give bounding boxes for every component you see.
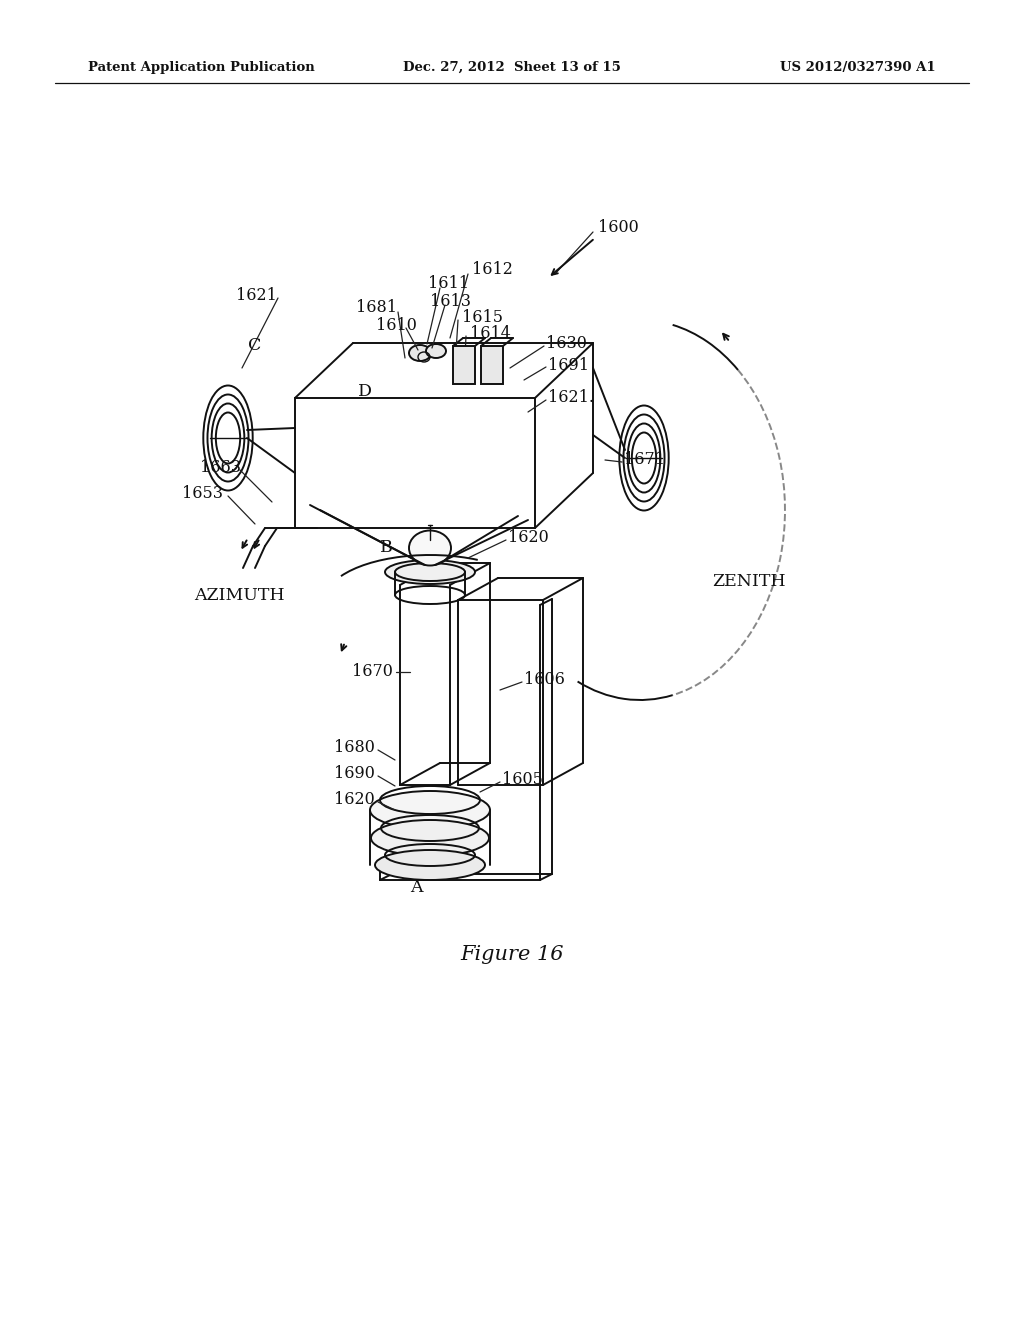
Text: 1605: 1605 <box>502 771 543 788</box>
Text: 1620: 1620 <box>334 792 375 808</box>
Text: 1621.: 1621. <box>548 389 594 407</box>
Text: ZENITH: ZENITH <box>712 573 785 590</box>
Text: Patent Application Publication: Patent Application Publication <box>88 61 314 74</box>
Ellipse shape <box>426 345 446 358</box>
Text: B: B <box>380 540 393 557</box>
Text: 1680: 1680 <box>334 739 375 756</box>
Text: 1606: 1606 <box>524 672 565 689</box>
Text: AZIMUTH: AZIMUTH <box>194 587 285 605</box>
Text: A: A <box>410 879 423 896</box>
Text: 1611: 1611 <box>428 276 469 293</box>
Text: 1613: 1613 <box>430 293 471 310</box>
Text: 1610: 1610 <box>376 318 417 334</box>
Text: 1614: 1614 <box>470 326 511 342</box>
Text: Figure 16: Figure 16 <box>460 945 564 965</box>
Text: 1670: 1670 <box>352 664 393 681</box>
Text: 1600: 1600 <box>598 219 639 236</box>
Ellipse shape <box>385 560 475 583</box>
Text: C: C <box>248 337 261 354</box>
Ellipse shape <box>409 531 451 565</box>
Text: 1653: 1653 <box>182 486 223 503</box>
Ellipse shape <box>371 820 489 855</box>
Text: 1691: 1691 <box>548 356 589 374</box>
Text: 1615: 1615 <box>462 309 503 326</box>
Text: Dec. 27, 2012  Sheet 13 of 15: Dec. 27, 2012 Sheet 13 of 15 <box>403 61 621 74</box>
Text: US 2012/0327390 A1: US 2012/0327390 A1 <box>780 61 936 74</box>
Text: D: D <box>358 384 372 400</box>
Text: 1620: 1620 <box>508 529 549 546</box>
Text: 1690: 1690 <box>334 766 375 783</box>
Ellipse shape <box>370 791 490 829</box>
Text: 1663: 1663 <box>200 459 241 477</box>
Text: 1621: 1621 <box>236 286 276 304</box>
Bar <box>453 346 475 384</box>
Bar <box>481 346 503 384</box>
Ellipse shape <box>375 850 485 880</box>
Ellipse shape <box>409 345 431 360</box>
Text: 1630: 1630 <box>546 335 587 352</box>
Text: 1671: 1671 <box>624 451 665 469</box>
Text: 1681: 1681 <box>356 300 397 317</box>
Text: 1612: 1612 <box>472 261 513 279</box>
